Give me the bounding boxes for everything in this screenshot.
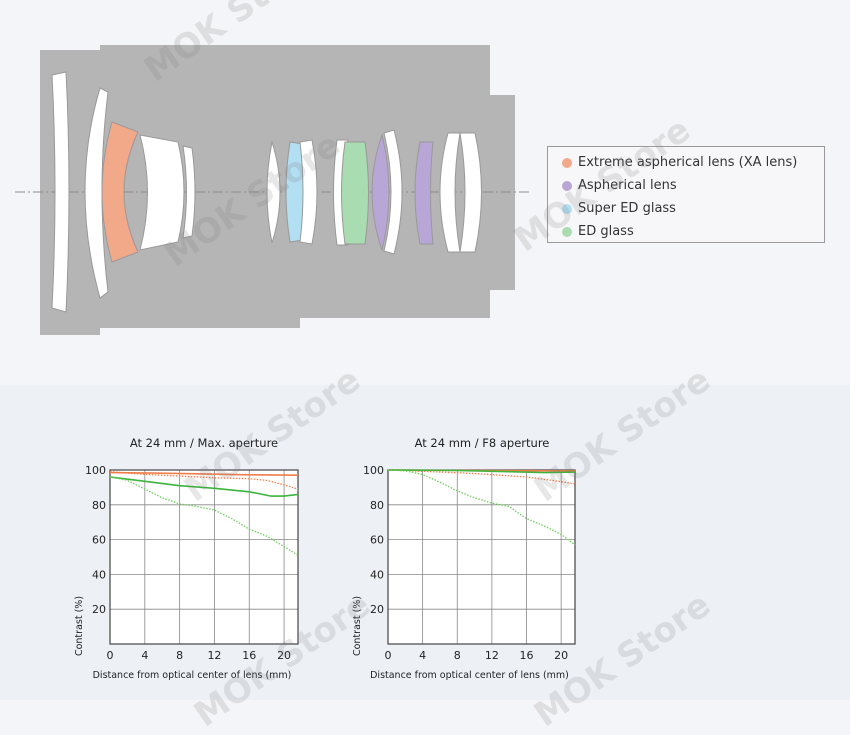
chart-title-f8: At 24 mm / F8 aperture (414, 436, 550, 450)
y-tick-label: 20 (370, 603, 384, 616)
mtf-series-line (109, 476, 299, 497)
rear-lens-2 (459, 132, 482, 253)
lens-diagram (15, 45, 530, 335)
ed-swatch (562, 226, 572, 237)
legend-label: Super ED glass (578, 201, 676, 216)
x-tick-label: 0 (385, 649, 392, 662)
x-tick-label: 12 (207, 649, 221, 662)
x-tick-label: 8 (454, 649, 461, 662)
aspherical-swatch (562, 180, 572, 191)
y-tick-label: 100 (363, 464, 384, 477)
legend-label: Aspherical lens (578, 178, 677, 193)
plot-area (388, 470, 575, 644)
y-tick-label: 40 (370, 568, 384, 581)
legend-label: ED glass (578, 224, 634, 239)
aspherical-lens-element-2 (414, 141, 434, 245)
plot-area (110, 470, 298, 644)
y-tick-label: 80 (92, 499, 106, 512)
y-axis-label: Contrast (%) (352, 596, 363, 656)
y-tick-label: 80 (370, 499, 384, 512)
chart-title-max-aperture: At 24 mm / Max. aperture (129, 436, 279, 450)
front-lens-2 (84, 87, 109, 299)
lens-group-2b (182, 145, 196, 239)
y-tick-label: 60 (370, 534, 384, 547)
super-ed-swatch (562, 203, 572, 214)
mtf-series-line (109, 476, 299, 556)
y-tick-label: 100 (85, 464, 106, 477)
xa-lens-element (101, 121, 139, 263)
ed-lens-element (341, 141, 369, 245)
aspherical-lens-element-1 (371, 133, 390, 252)
xa-lens-swatch (562, 157, 572, 168)
x-tick-label: 12 (485, 649, 499, 662)
lens-element-3 (266, 140, 281, 244)
x-tick-label: 20 (277, 649, 291, 662)
x-axis-label: Distance from optical center of lens (mm… (370, 670, 569, 681)
y-tick-label: 20 (92, 603, 106, 616)
legend-item-ed: ED glass (562, 220, 824, 243)
y-tick-label: 40 (92, 568, 106, 581)
x-tick-label: 0 (107, 649, 114, 662)
lens-legend: Extreme aspherical lens (XA lens) Aspher… (547, 146, 825, 243)
rear-lens-1 (439, 132, 461, 253)
x-tick-label: 20 (554, 649, 568, 662)
lens-group-2 (139, 134, 185, 251)
x-axis-label: Distance from optical center of lens (mm… (93, 670, 292, 681)
lens-element-6 (383, 129, 403, 255)
mtf-series-line (109, 471, 299, 490)
legend-item-super-ed: Super ED glass (562, 197, 824, 220)
x-tick-label: 4 (419, 649, 426, 662)
lens-element-4 (299, 139, 318, 245)
legend-item-aspherical: Aspherical lens (562, 174, 824, 197)
x-tick-label: 16 (242, 649, 256, 662)
lens-construction-panel: Extreme aspherical lens (XA lens) Aspher… (15, 45, 825, 335)
mtf-series-line (387, 469, 576, 485)
x-tick-label: 8 (176, 649, 183, 662)
y-axis-label: Contrast (%) (74, 596, 85, 656)
x-tick-label: 16 (520, 649, 534, 662)
mtf-series-line (387, 469, 576, 474)
x-tick-label: 4 (141, 649, 148, 662)
front-lens-1 (51, 71, 70, 313)
y-tick-label: 60 (92, 534, 106, 547)
plot-frame (109, 469, 299, 645)
legend-label: Extreme aspherical lens (XA lens) (578, 155, 798, 170)
legend-item-xa-lens: Extreme aspherical lens (XA lens) (562, 151, 824, 174)
mtf-series-line (109, 471, 299, 476)
